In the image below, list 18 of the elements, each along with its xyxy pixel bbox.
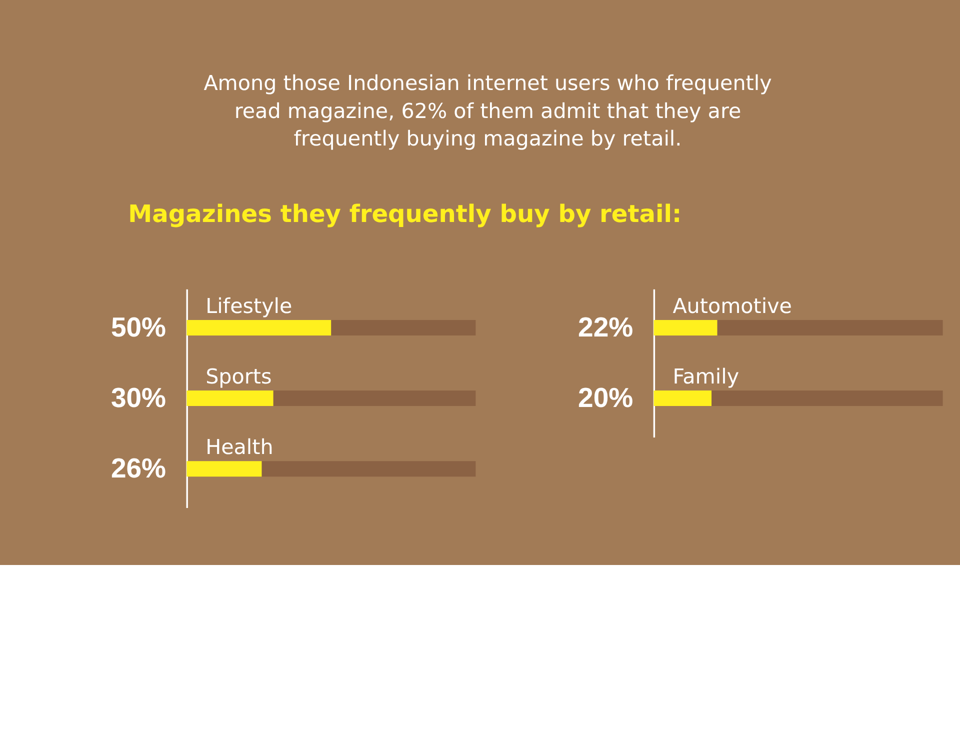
data-label: 26% bbox=[110, 452, 166, 484]
category-label: Family bbox=[672, 364, 740, 389]
data-label: 50% bbox=[110, 311, 166, 342]
category-label: Sports bbox=[206, 364, 272, 389]
text: Among those Indonesian internet users who frequently read magazine, 62% of them admit that they are frequently buying magazine by retail. bbox=[204, 71, 772, 150]
bar bbox=[186, 390, 274, 406]
category-label: Health bbox=[206, 435, 274, 460]
chart-title: Magazines they frequently buy by retail: bbox=[128, 200, 682, 228]
bar bbox=[186, 320, 332, 336]
category-label: Automotive bbox=[672, 294, 792, 318]
data-label: 20% bbox=[578, 382, 634, 413]
data-label: 30% bbox=[110, 382, 166, 413]
bar bbox=[262, 461, 476, 477]
bar bbox=[273, 390, 476, 406]
bar bbox=[186, 461, 262, 477]
bar bbox=[331, 320, 476, 336]
data-label: 22% bbox=[578, 311, 634, 342]
category-label: Lifestyle bbox=[206, 294, 292, 318]
